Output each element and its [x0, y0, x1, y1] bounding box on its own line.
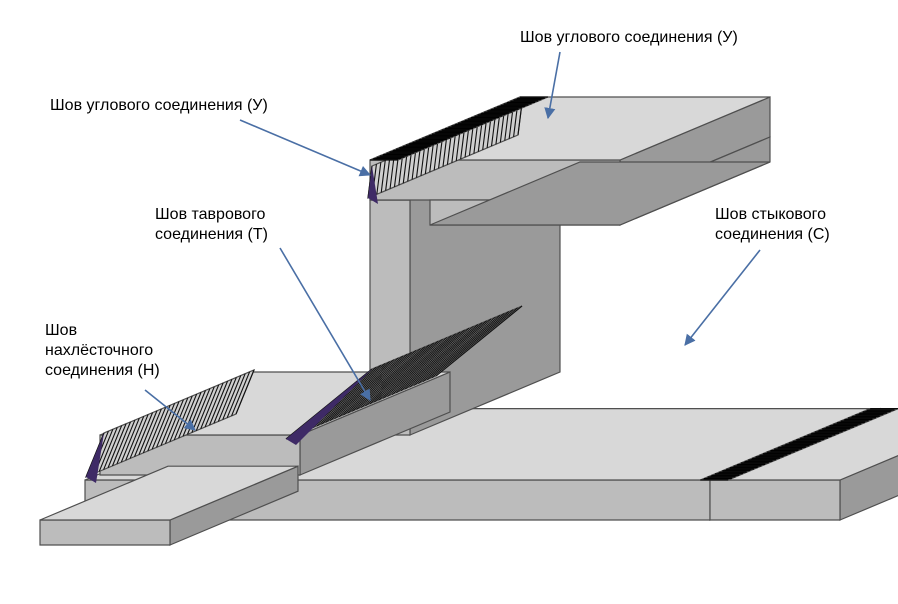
label-corner_left: Шов углового соединения (У) — [50, 96, 268, 116]
label-butt: Шов стыкового соединения (С) — [715, 205, 830, 245]
label-lap: Шов нахлёсточного соединения (Н) — [45, 321, 160, 381]
label-tee: Шов таврового соединения (Т) — [155, 205, 268, 245]
label-corner_top: Шов углового соединения (У) — [520, 28, 738, 48]
